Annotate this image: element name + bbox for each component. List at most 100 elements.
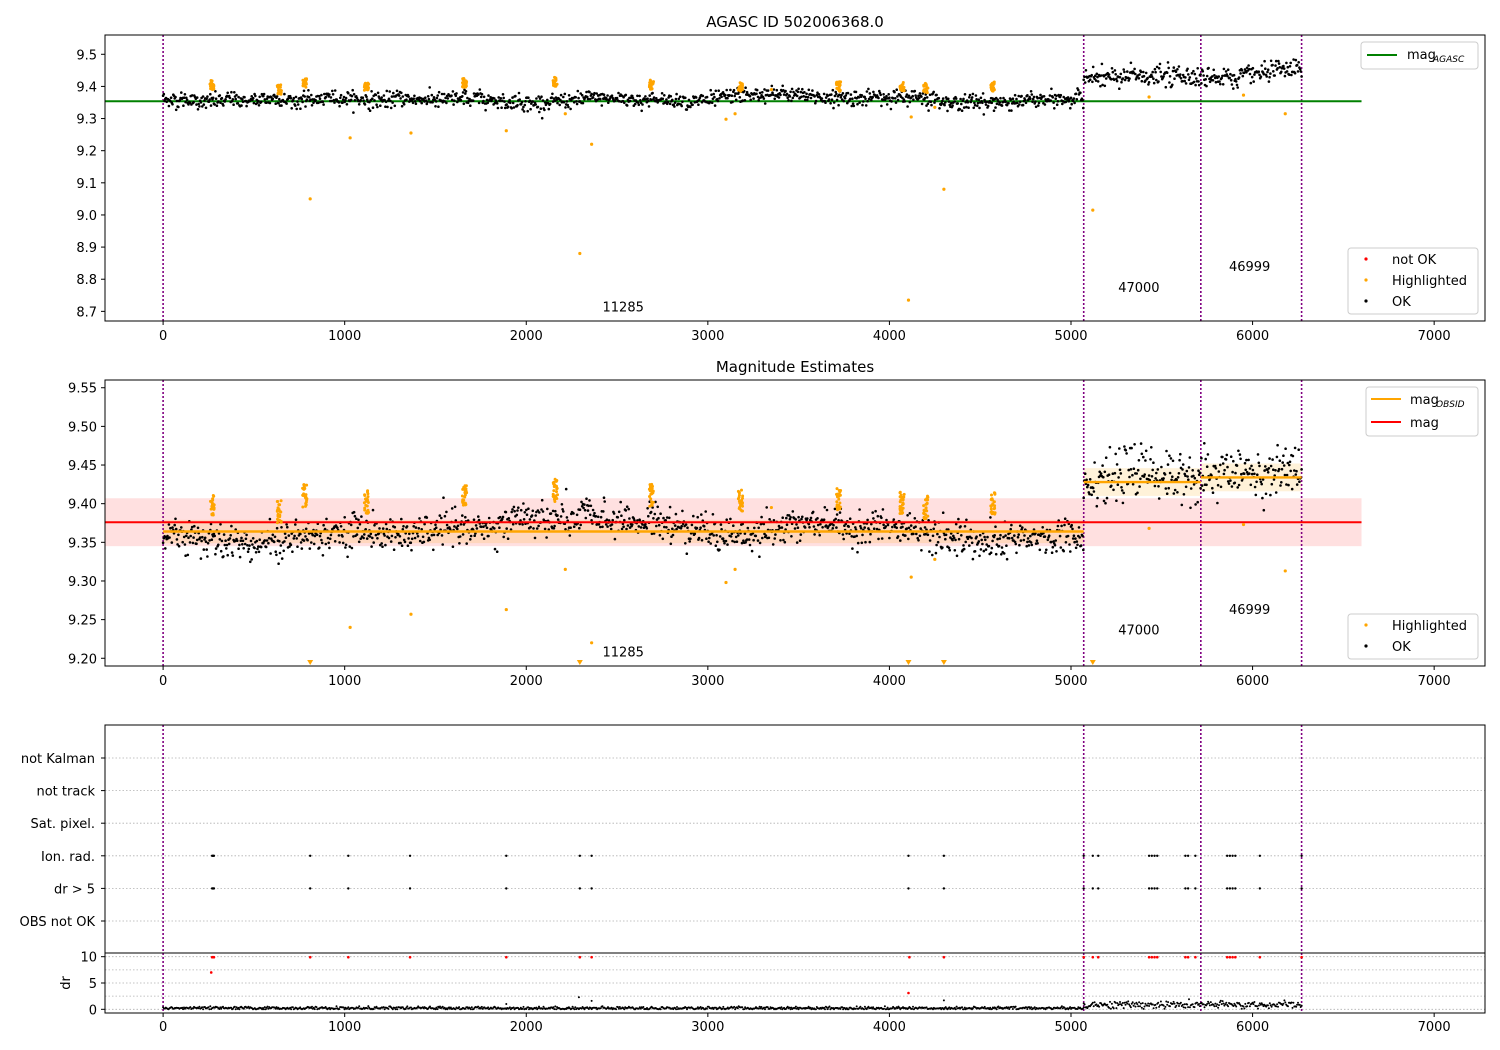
ok-point xyxy=(400,104,404,108)
ok-point xyxy=(881,98,885,102)
ok-point xyxy=(1224,70,1228,73)
ok-point xyxy=(687,98,691,102)
ok-point xyxy=(679,527,683,530)
ok-point xyxy=(1093,461,1096,464)
ok-point xyxy=(981,542,984,546)
ok-point xyxy=(309,98,312,101)
dr-point xyxy=(202,1008,205,1011)
ok-point xyxy=(520,100,524,104)
ok-point xyxy=(992,109,996,112)
ok-point xyxy=(294,523,297,526)
highlighted-point xyxy=(555,82,559,86)
ok-point xyxy=(787,99,790,102)
ok-point xyxy=(1291,454,1295,458)
ok-point xyxy=(376,537,379,540)
ok-point xyxy=(222,555,225,558)
ok-point xyxy=(474,532,477,535)
ok-point xyxy=(740,541,744,545)
ok-point xyxy=(1300,468,1303,471)
flag-category-label: Sat. pixel. xyxy=(31,817,95,832)
ok-point xyxy=(1272,468,1275,472)
ok-point xyxy=(656,101,659,104)
ok-point xyxy=(917,539,920,542)
ok-point xyxy=(173,523,176,527)
ok-point xyxy=(1069,96,1073,100)
ok-point xyxy=(254,551,258,554)
highlighted-point xyxy=(212,494,216,498)
ok-point xyxy=(1138,73,1141,76)
ok-point xyxy=(952,536,956,540)
dr-point xyxy=(439,1005,441,1008)
ok-point xyxy=(1222,472,1226,476)
ok-point xyxy=(1265,75,1268,78)
ok-point xyxy=(1010,523,1013,527)
ok-point xyxy=(1196,67,1199,70)
ok-point xyxy=(503,106,507,110)
ok-point xyxy=(1074,537,1077,540)
highlighted-point xyxy=(769,88,773,92)
ok-point xyxy=(585,497,588,501)
ok-point xyxy=(968,93,972,97)
ok-point xyxy=(240,536,243,540)
ok-point xyxy=(1205,84,1208,88)
agasc-legend-lower: not OK Highlighted OK xyxy=(1347,247,1479,315)
ok-point xyxy=(238,543,241,547)
ok-point xyxy=(664,519,667,522)
ok-point xyxy=(1280,481,1283,484)
dr-point xyxy=(555,1008,558,1011)
ok-point xyxy=(1094,74,1097,77)
ok-point xyxy=(1204,457,1207,461)
ok-point xyxy=(593,91,596,95)
ok-point xyxy=(795,523,798,526)
dr-point xyxy=(814,1008,817,1011)
ok-point xyxy=(657,523,661,527)
ok-point xyxy=(821,526,824,529)
ok-point xyxy=(475,527,479,530)
ok-point xyxy=(331,93,335,96)
ok-point xyxy=(1000,553,1003,556)
ok-point xyxy=(1298,67,1302,71)
flag-point xyxy=(907,854,910,857)
ok-point xyxy=(1256,453,1260,456)
ok-point xyxy=(512,505,516,509)
ok-point xyxy=(1111,70,1115,74)
ok-point xyxy=(1211,486,1214,490)
ok-point xyxy=(359,98,363,102)
ok-point xyxy=(884,525,888,528)
ok-point xyxy=(822,92,826,96)
ok-point xyxy=(1086,483,1090,487)
ok-point xyxy=(352,535,355,538)
ok-point xyxy=(1136,468,1140,472)
ok-point xyxy=(394,536,397,539)
ok-point xyxy=(856,541,860,545)
ok-point xyxy=(804,95,808,99)
ok-point xyxy=(317,101,320,105)
y-tick-label: 9.20 xyxy=(68,652,97,667)
dr-point xyxy=(487,1006,490,1009)
ok-point xyxy=(639,526,643,529)
ok-point xyxy=(1064,541,1068,544)
ok-point xyxy=(973,101,976,105)
dr-point xyxy=(541,1007,544,1010)
ok-point xyxy=(1118,447,1121,450)
dr-point xyxy=(675,1008,678,1011)
ok-point xyxy=(872,527,876,530)
ok-point xyxy=(1037,101,1041,105)
ok-point xyxy=(572,101,576,104)
ok-point xyxy=(778,526,781,530)
ok-point xyxy=(987,544,991,548)
ok-point xyxy=(527,507,530,511)
ok-point xyxy=(1244,468,1247,472)
ok-point xyxy=(1139,70,1143,74)
ok-point xyxy=(901,525,904,529)
ok-point xyxy=(1104,456,1108,460)
dr-point xyxy=(264,1008,267,1011)
ok-point xyxy=(1103,470,1107,474)
ok-point xyxy=(707,540,710,543)
legend-ok-marker xyxy=(1364,299,1368,303)
ok-point xyxy=(362,99,365,102)
ok-point xyxy=(167,523,171,526)
ok-point xyxy=(1193,72,1197,76)
ok-point xyxy=(1186,475,1189,478)
ok-point xyxy=(455,92,458,95)
